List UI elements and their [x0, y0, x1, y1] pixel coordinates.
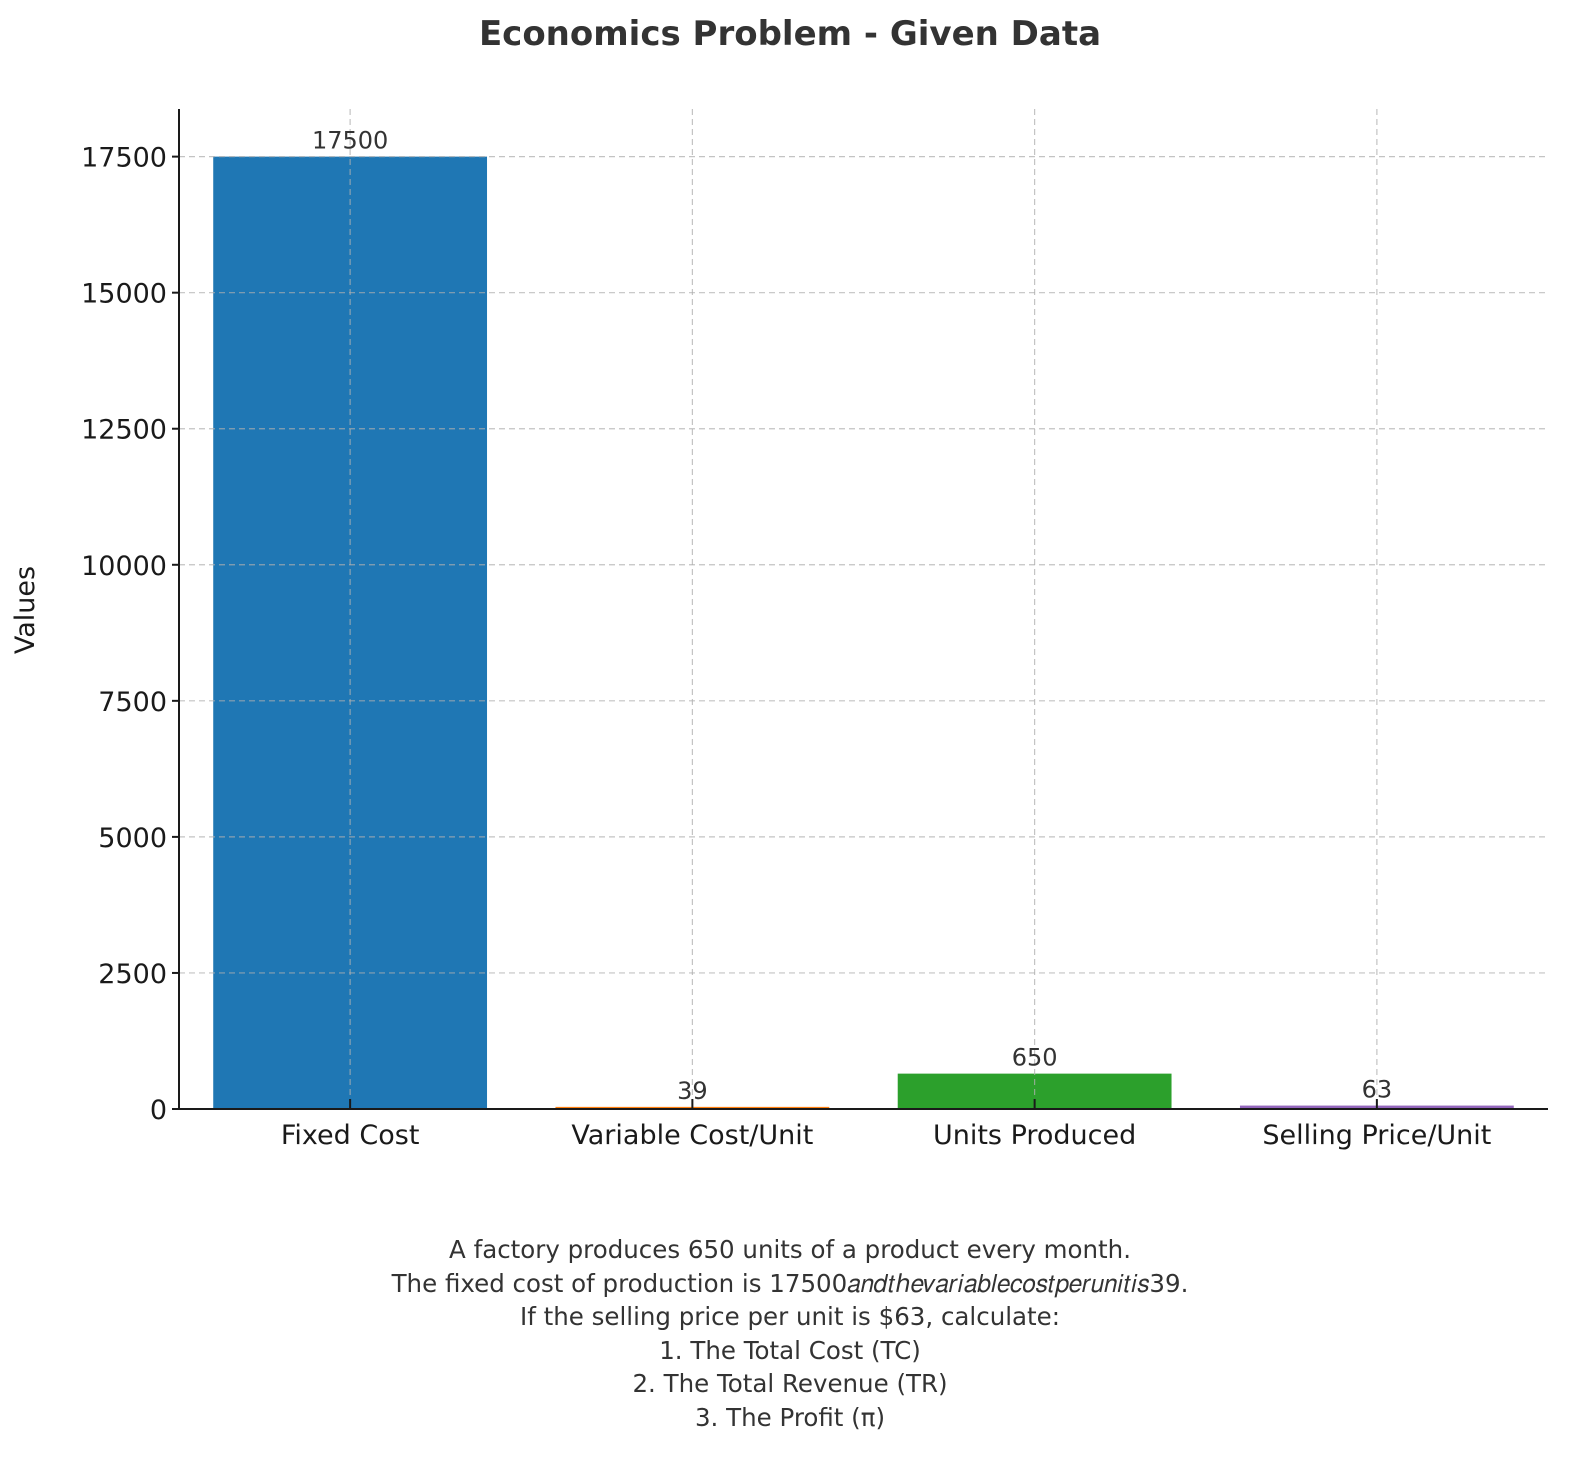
chart-title: Economics Problem - Given Data: [478, 14, 1102, 54]
y-tick-label: 12500: [81, 415, 167, 446]
bar-value-label: 63: [1362, 1076, 1393, 1104]
y-tick-label: 17500: [81, 143, 167, 174]
x-tick-label: Selling Price/Unit: [1262, 1120, 1491, 1151]
bar-chart: Values 175003965063025005000750010000125…: [10, 109, 1548, 1151]
y-tick-label: 10000: [81, 551, 167, 582]
x-tick-label: Fixed Cost: [281, 1120, 420, 1151]
y-tick-label: 15000: [81, 279, 167, 310]
y-axis-label: Values: [10, 566, 41, 654]
problem-line: A factory produces 650 units of a produc…: [449, 1235, 1131, 1264]
problem-line: 1. The Total Cost (TC): [659, 1335, 921, 1365]
problem-line: 2. The Total Revenue (TR): [632, 1369, 948, 1399]
bar-value-label: 17500: [312, 127, 388, 155]
problem-line: If the selling price per unit is $63, ca…: [519, 1302, 1060, 1332]
x-tick-label: Variable Cost/Unit: [571, 1120, 813, 1151]
problem-line: 3. The Profit (π): [694, 1402, 886, 1432]
y-tick-label: 0: [150, 1095, 167, 1126]
problem-statement: A factory produces 650 units of a produc…: [190, 1233, 1390, 1435]
y-tick-label: 7500: [98, 687, 167, 718]
x-tick-label: Units Produced: [933, 1120, 1136, 1151]
y-tick-label: 2500: [98, 959, 167, 990]
y-tick-label: 5000: [98, 823, 167, 854]
problem-line: The fixed cost of production is 17500𝑎𝑛𝑑…: [391, 1268, 1189, 1298]
bar-value-label: 650: [1012, 1044, 1058, 1072]
